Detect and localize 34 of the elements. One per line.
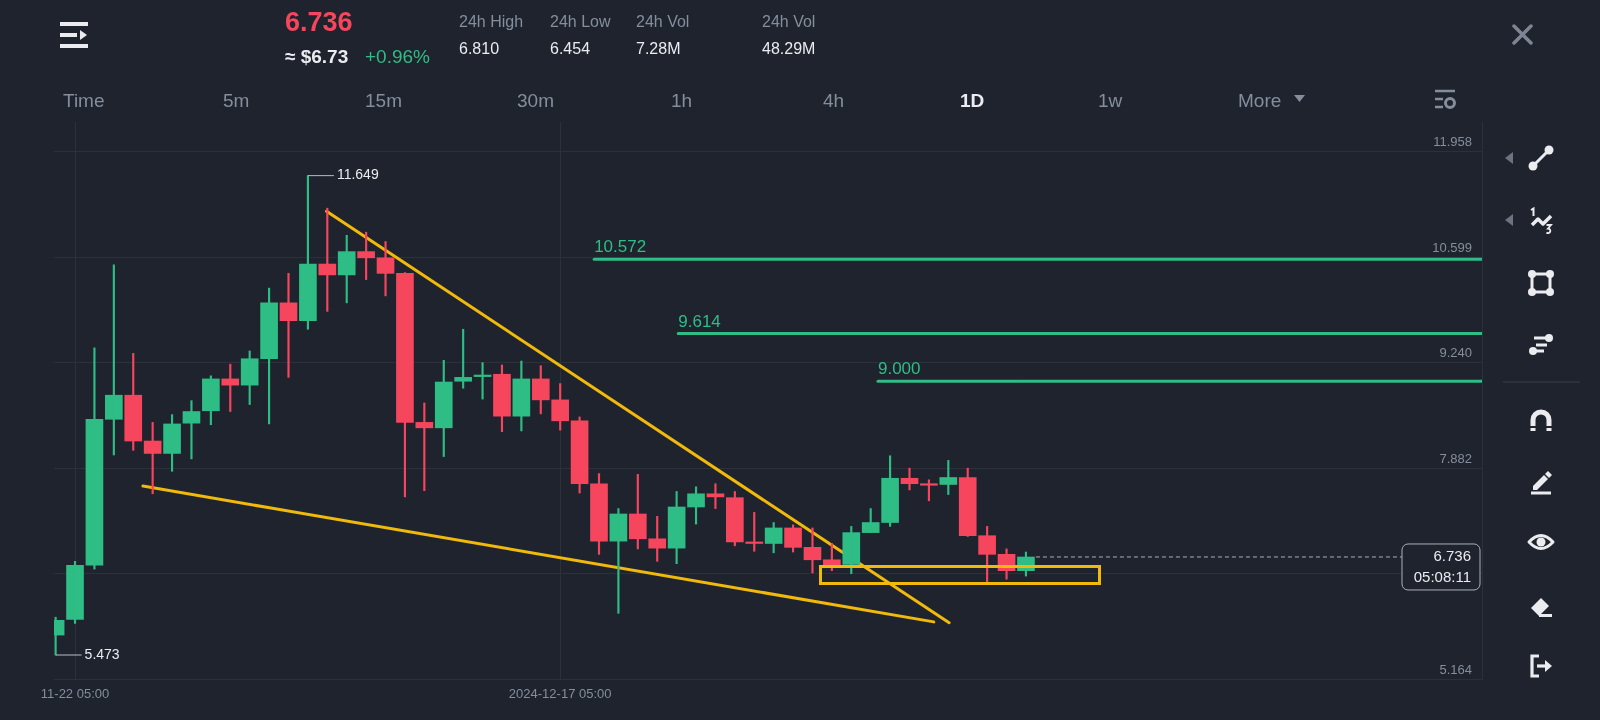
text: 6.736	[285, 7, 353, 39]
text: 6.810	[459, 39, 500, 59]
text: 1w	[1098, 90, 1123, 112]
text: 6.454	[550, 39, 591, 59]
text: 48.29M	[762, 39, 816, 59]
text: 4h	[823, 90, 845, 112]
y-tick-label: 7.882	[1439, 450, 1472, 466]
text: 7.28M	[636, 39, 681, 59]
y-tick-label: 5.164	[1439, 661, 1472, 677]
text: 1h	[671, 90, 693, 112]
text: 24h Vol	[636, 12, 690, 32]
text: More	[1238, 90, 1282, 112]
x-tick-label: 11-22 05:00	[40, 686, 110, 702]
y-tick-label: 9.240	[1439, 345, 1472, 361]
text: 24h Vol	[762, 12, 816, 32]
text: Time	[63, 90, 105, 112]
text: 5m	[223, 90, 250, 112]
text: ≈ $6.73	[285, 46, 349, 68]
annotation: 05:08:11	[1413, 568, 1471, 586]
text: +0.96%	[365, 46, 430, 68]
data-label: 9.614	[678, 311, 721, 331]
text: 24h Low	[550, 12, 611, 32]
text: 1D	[960, 90, 985, 112]
text: 30m	[517, 90, 554, 112]
x-tick-label: 2024-12-17 05:00	[508, 686, 612, 702]
annotation: 11.649	[336, 166, 379, 183]
y-tick-label: 10.599	[1432, 239, 1472, 255]
data-label: 10.572	[594, 237, 647, 257]
text: 15m	[365, 90, 402, 112]
data-label: 9.000	[877, 359, 921, 379]
text: 24h High	[459, 12, 524, 32]
annotation: 5.473	[84, 645, 120, 662]
y-tick-label: 11.958	[1433, 134, 1472, 150]
ref-line-label: 6.736	[1433, 547, 1471, 565]
